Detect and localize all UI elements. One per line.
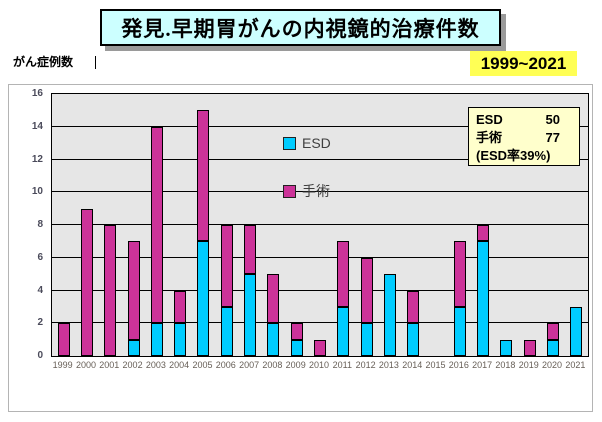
legend-label-esd: ESD (302, 135, 331, 151)
bar-segment-ESD-2005 (197, 241, 210, 356)
bar-segment-手術-2011 (337, 241, 350, 307)
x-axis-year-label: 2005 (192, 360, 213, 370)
bar-segment-手術-2016 (453, 241, 466, 307)
gridline (52, 191, 588, 193)
x-axis-year-label: 2007 (239, 360, 260, 370)
bar-segment-手術-2002 (127, 241, 140, 340)
bar-segment-手術-2020 (547, 323, 560, 340)
y-axis-caption: がん症例数 (13, 53, 73, 70)
bar-segment-ESD-2020 (547, 339, 560, 356)
bar-segment-手術-2003 (150, 126, 163, 324)
x-axis-year-label: 1999 (52, 360, 73, 370)
summary-row-esd: ESD 50 (476, 111, 573, 129)
y-tick-label: 16 (31, 88, 43, 99)
legend-item-surgery: 手術 (283, 181, 330, 201)
x-axis-year-label: 2021 (565, 360, 586, 370)
summary-surgery-value: 77 (545, 130, 560, 145)
bar-segment-ESD-2016 (453, 306, 466, 356)
y-tick-label: 2 (37, 317, 43, 329)
y-tick-label: 10 (31, 186, 43, 198)
summary-esd-label: ESD (476, 112, 503, 127)
legend-item-esd: ESD (283, 135, 331, 151)
x-axis-year-label: 2004 (169, 360, 190, 370)
bar-segment-手術-2009 (290, 323, 303, 340)
gridline (52, 125, 588, 127)
gridline (52, 322, 588, 324)
bar-segment-ESD-2002 (127, 339, 140, 356)
bar-segment-ESD-2009 (290, 339, 303, 356)
bar-segment-手術-2000 (80, 208, 93, 356)
bar-segment-ESD-2007 (244, 274, 257, 356)
bar-segment-ESD-2014 (407, 323, 420, 356)
x-axis-year-label: 2014 (402, 360, 423, 370)
bar-segment-手術-2006 (220, 225, 233, 307)
chart-frame: ESD 手術 ESD 50 手術 77 (ESD率39%) 0 2 4 6 8 10 12 1… (8, 84, 593, 412)
bar-segment-ESD-2017 (477, 241, 490, 356)
text-cursor (95, 56, 96, 69)
bar-segment-ESD-2003 (150, 323, 163, 356)
page-title: 発見.早期胃がんの内視鏡的治療件数 (100, 9, 501, 46)
x-axis-year-label: 2003 (145, 360, 166, 370)
bar-segment-手術-2004 (174, 290, 187, 324)
y-axis-caption-text: がん症例数 (13, 55, 74, 69)
bar-segment-ESD-2013 (383, 274, 396, 356)
summary-box: ESD 50 手術 77 (ESD率39%) (468, 107, 580, 166)
year-range-badge: 1999~2021 (470, 51, 577, 76)
legend-label-surgery: 手術 (302, 183, 330, 199)
gridline (52, 224, 588, 225)
summary-esd-value: 50 (545, 112, 560, 127)
gridline (52, 256, 588, 258)
summary-row-surgery: 手術 77 (476, 129, 573, 147)
y-tick-label: 4 (37, 284, 43, 296)
bar-segment-ESD-2012 (360, 323, 373, 356)
x-axis-year-label: 2013 (378, 360, 399, 370)
bar-segment-手術-2014 (407, 290, 420, 324)
x-axis-year-label: 2020 (542, 360, 563, 370)
bar-segment-手術-2007 (244, 225, 257, 275)
gridline (52, 158, 588, 160)
bar-segment-手術-2005 (197, 110, 210, 242)
bar-segment-手術-1999 (57, 323, 70, 356)
legend-swatch-esd-icon (283, 136, 296, 150)
legend-swatch-surgery-icon (283, 184, 296, 198)
x-axis-year-label: 2002 (122, 360, 143, 370)
x-axis-year-label: 2018 (495, 360, 516, 370)
bar-segment-手術-2008 (267, 274, 280, 324)
page-title-text: 発見.早期胃がんの内視鏡的治療件数 (121, 16, 480, 41)
y-tick-label: 12 (31, 153, 43, 165)
bar-segment-ESD-2011 (337, 306, 350, 356)
y-tick-label: 6 (37, 251, 43, 263)
y-tick-label: 0 (37, 350, 43, 361)
bar-segment-ESD-2018 (500, 339, 513, 356)
x-axis-year-label: 2015 (425, 360, 446, 370)
bar-segment-手術-2001 (104, 225, 117, 356)
x-axis-year-label: 2017 (472, 360, 493, 370)
bar-segment-手術-2019 (523, 339, 536, 356)
x-axis-year-label: 2012 (355, 360, 376, 370)
summary-esd-rate: (ESD率39%) (476, 148, 551, 163)
bar-segment-ESD-2006 (220, 306, 233, 356)
bar-segment-手術-2010 (314, 339, 326, 356)
summary-surgery-label: 手術 (476, 130, 503, 145)
gridline (52, 289, 588, 291)
y-tick-label: 14 (31, 120, 43, 132)
y-tick-label: 8 (37, 219, 43, 230)
bar-segment-ESD-2021 (570, 306, 583, 356)
x-axis-year-label: 2006 (215, 360, 236, 370)
x-axis-year-label: 2016 (448, 360, 469, 370)
x-axis-year-label: 2001 (99, 360, 120, 370)
bar-segment-手術-2012 (360, 257, 373, 324)
x-axis-year-label: 2008 (262, 360, 283, 370)
x-axis-year-label: 2010 (308, 360, 330, 370)
x-axis-year-label: 2009 (285, 360, 306, 370)
x-axis-year-label: 2011 (332, 360, 352, 370)
bar-segment-手術-2017 (477, 225, 490, 242)
bar-segment-ESD-2008 (267, 323, 280, 356)
x-axis-year-label: 2000 (75, 360, 96, 370)
bar-segment-ESD-2004 (174, 323, 187, 356)
x-axis-year-label: 2019 (518, 360, 539, 370)
